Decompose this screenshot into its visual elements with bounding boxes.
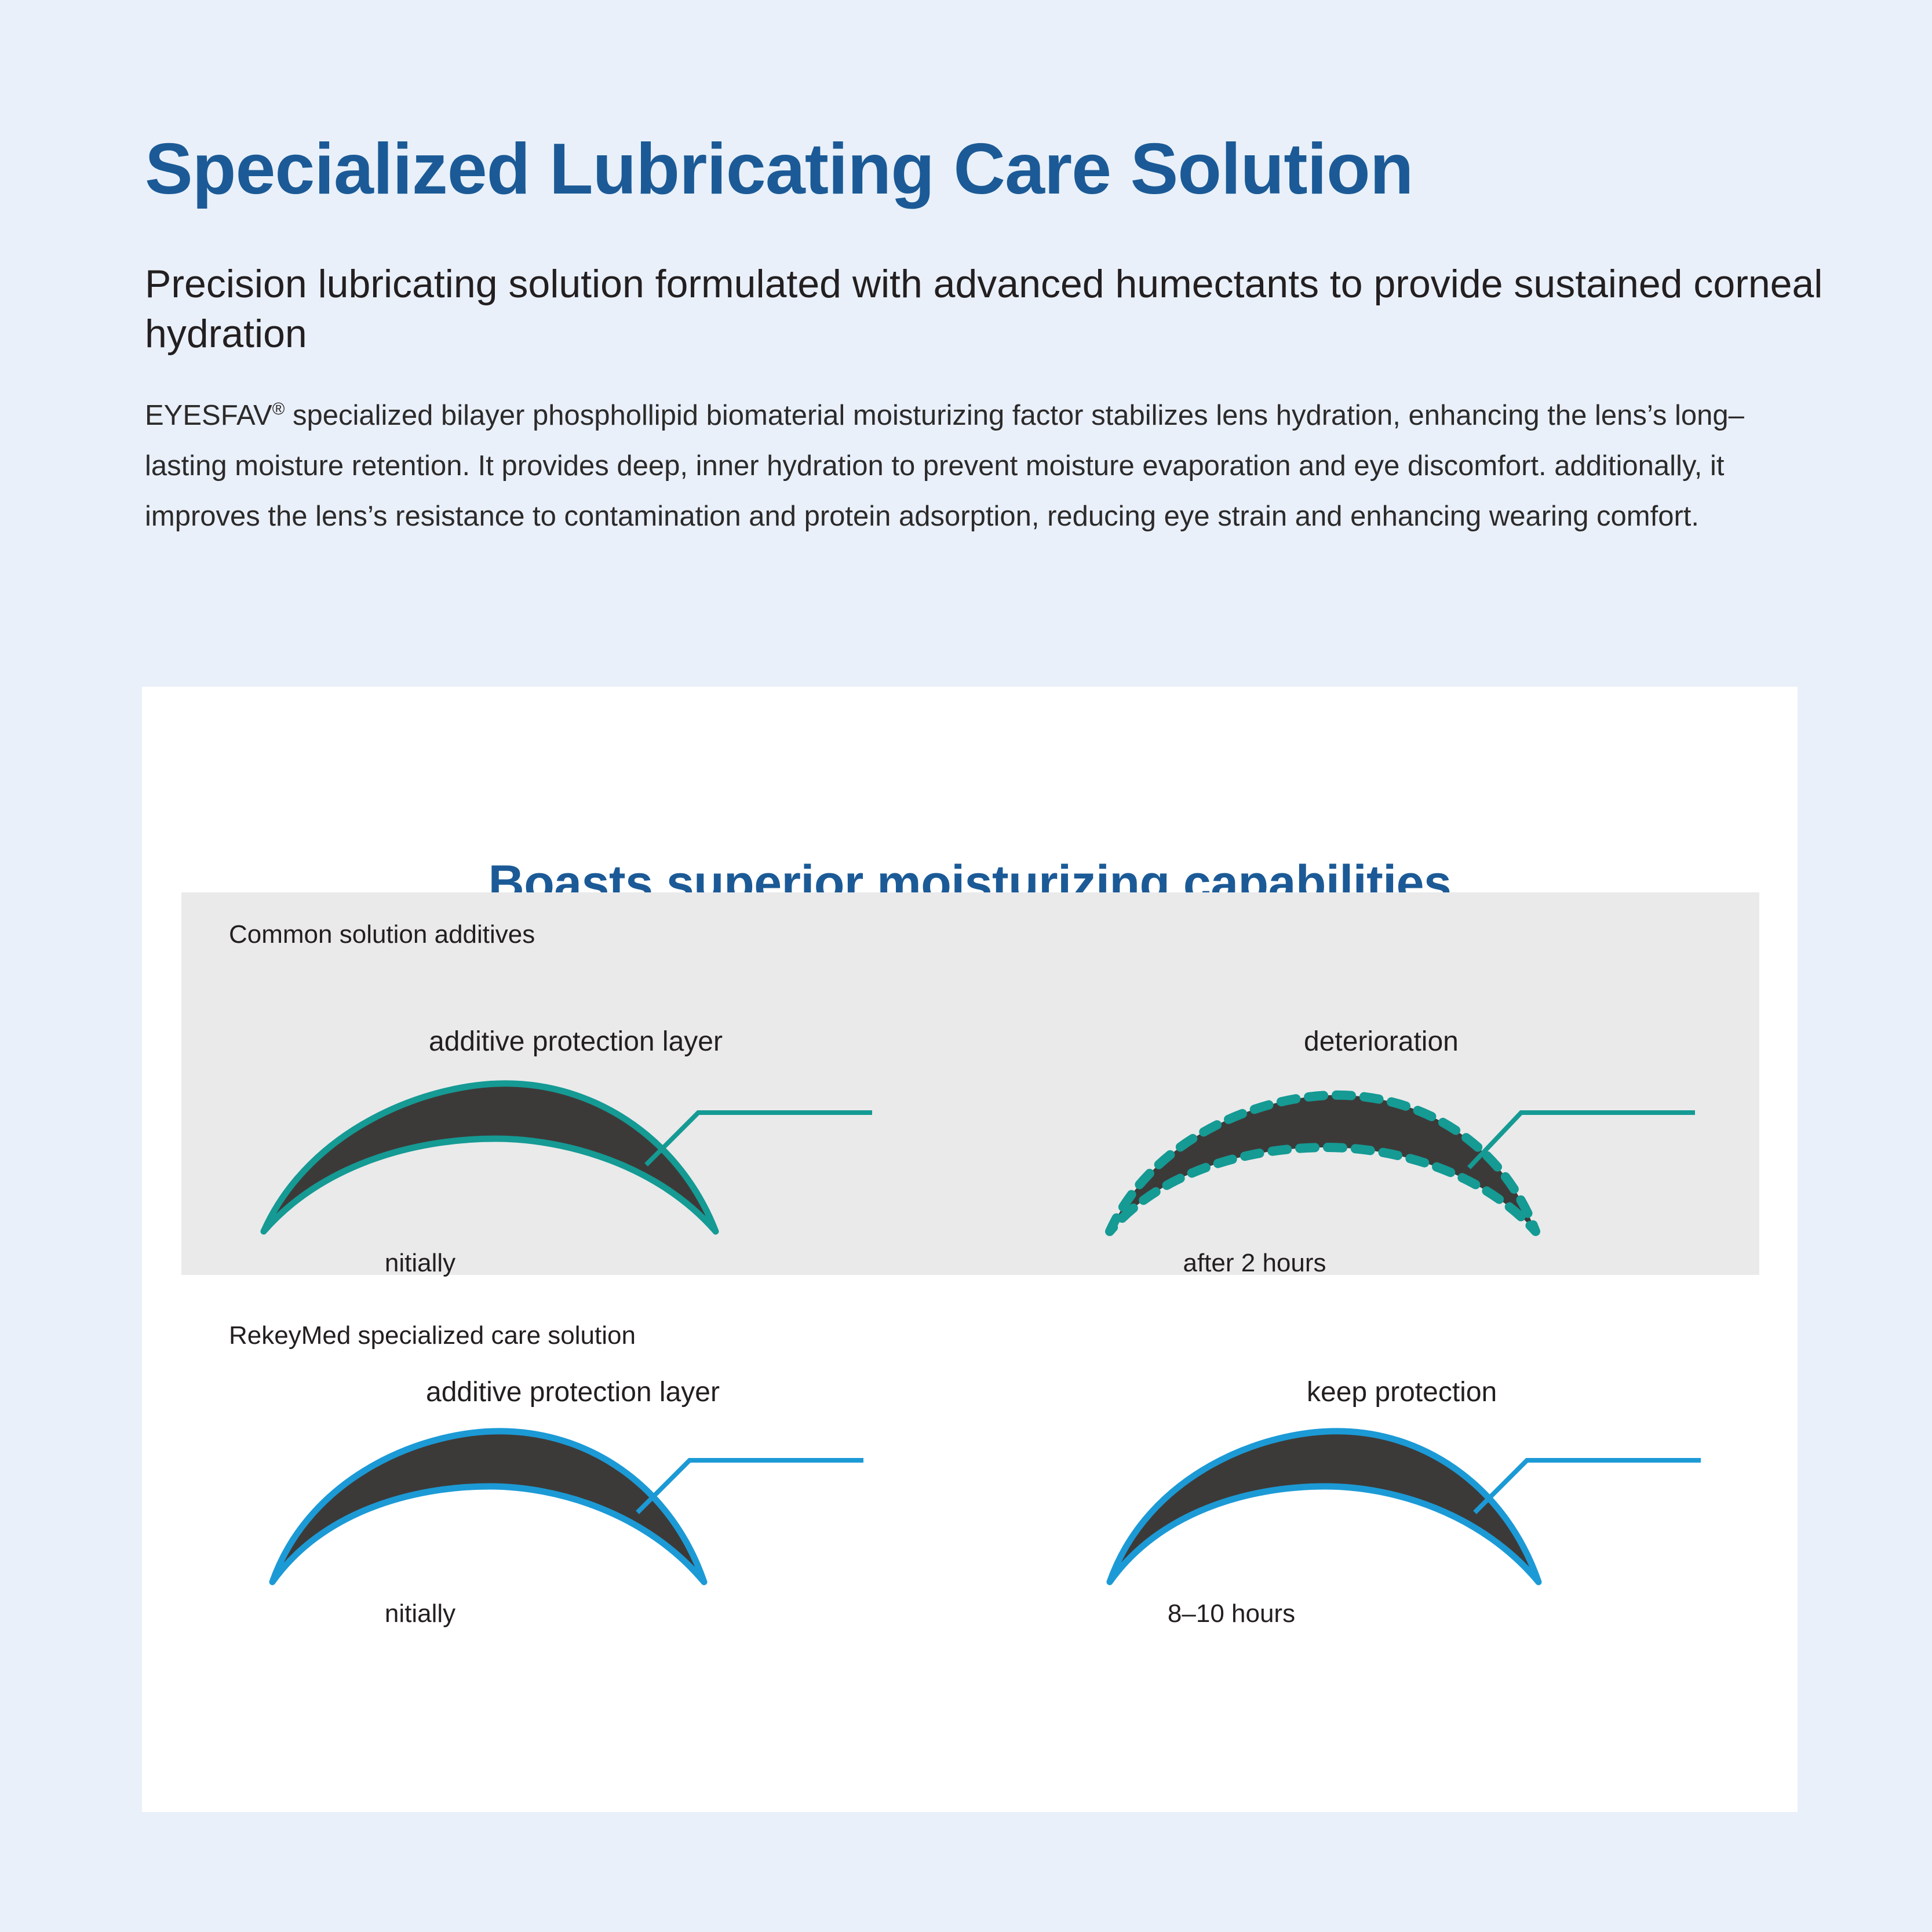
lens-diagram-icon [1105, 1090, 1695, 1236]
lens-diagram-icon [1106, 1428, 1701, 1585]
callout-label: additive protection layer [426, 1377, 720, 1408]
lens-figure-after-2-hours: deterioration after 2 hours [1075, 1026, 1695, 1301]
lens-crescent-shape [260, 1080, 719, 1235]
common-additives-panel: Common solution additives [181, 892, 1759, 1275]
figure-caption: nitially [384, 1249, 456, 1277]
callout-leader-line [644, 1110, 872, 1167]
lens-figure-8-10-hours: keep protection 8–10 hours [1075, 1377, 1701, 1652]
callout-leader-line [1467, 1110, 1695, 1169]
figure-caption: nitially [384, 1599, 456, 1628]
callout-leader-line [636, 1458, 863, 1514]
comparison-card: Boasts superior moisturizing capabilitie… [142, 687, 1798, 1812]
lens-crescent-shape [1106, 1428, 1542, 1585]
page-body-paragraph: EYESFAV® specialized bilayer phosphollip… [145, 391, 1825, 542]
body-text: specialized bilayer phosphollipid biomat… [145, 400, 1744, 533]
rekeymed-solution-label: RekeyMed specialized care solution [229, 1321, 636, 1350]
registered-trademark-mark: ® [272, 399, 285, 419]
brand-name: EYESFAV [145, 400, 272, 431]
lens-diagram-icon [269, 1428, 863, 1585]
callout-label: additive protection layer [429, 1026, 723, 1057]
common-additives-label: Common solution additives [229, 920, 535, 949]
lens-figure-initial-common: additive protection layer nitially [240, 1026, 872, 1301]
page-title: Specialized Lubricating Care Solution [145, 129, 1413, 210]
figure-caption: 8–10 hours [1167, 1599, 1296, 1628]
lens-crescent-shape [269, 1428, 708, 1585]
figure-caption: after 2 hours [1183, 1249, 1326, 1277]
callout-label: keep protection [1307, 1377, 1497, 1408]
callout-label: deterioration [1304, 1026, 1459, 1057]
lens-diagram-icon [260, 1080, 872, 1235]
page-subtitle: Precision lubricating solution formulate… [145, 262, 1823, 356]
callout-leader-line [1473, 1458, 1701, 1514]
lens-figure-initial-rekeymed: additive protection layer nitially [240, 1377, 863, 1652]
lens-crescent-shape-deteriorated [1105, 1090, 1540, 1236]
